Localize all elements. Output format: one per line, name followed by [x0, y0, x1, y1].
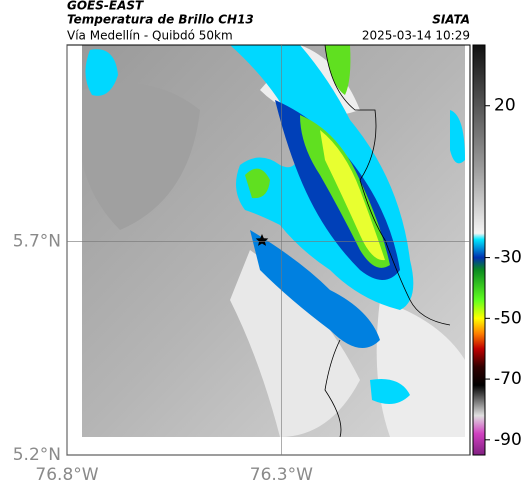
region: Vía Medellín - Quibdó 50km	[67, 29, 233, 43]
datetime: 2025-03-14 10:29	[362, 29, 470, 43]
colorbar-tick-label: 20	[494, 96, 516, 116]
x-tick-label: 76.3°W	[250, 465, 313, 485]
colorbar-tick-label: -30	[494, 248, 522, 268]
agency: SIATA	[432, 13, 470, 27]
product: Temperatura de Brillo CH13	[67, 13, 254, 27]
colorbar-tick-label: -90	[494, 430, 522, 450]
imagery	[82, 45, 465, 437]
colorbar	[472, 44, 486, 456]
source: GOES-EAST	[67, 0, 144, 13]
x-tick-label: 76.8°W	[35, 465, 98, 485]
y-tick-label: 5.2°N	[13, 445, 61, 465]
colorbar-tick-label: -70	[494, 369, 522, 389]
y-tick-label: 5.7°N	[13, 231, 61, 251]
colorbar-tick-label: -50	[494, 308, 522, 328]
